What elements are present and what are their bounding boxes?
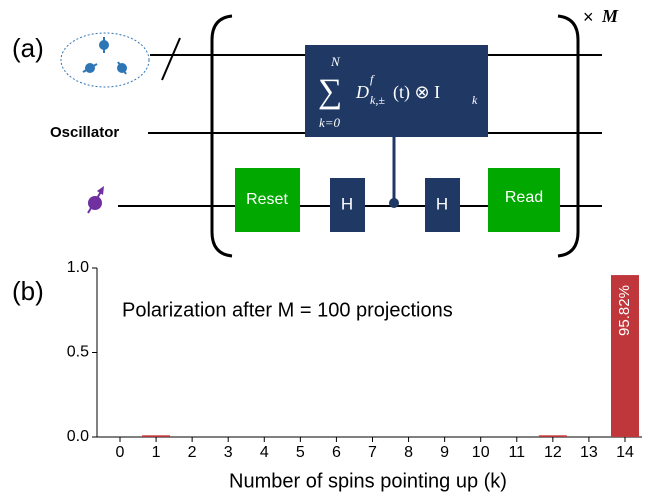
x-tick-label: 4 — [260, 444, 269, 461]
chart-title: Polarization after M = 100 projections — [122, 299, 453, 321]
x-tick-label: 12 — [544, 444, 562, 461]
formula-sub: k,± — [370, 93, 385, 107]
panel-label: (b) — [12, 276, 44, 306]
gate-label: H — [436, 194, 448, 213]
formula-lower: k=0 — [319, 115, 341, 130]
x-tick-label: 0 — [116, 444, 125, 461]
x-tick-label: 9 — [440, 444, 449, 461]
wire-label: Oscillator — [50, 124, 119, 141]
x-tick-label: 5 — [296, 444, 305, 461]
x-tick-label: 11 — [508, 444, 525, 461]
x-tick-label: 2 — [188, 444, 197, 461]
panel-label: (a) — [12, 33, 44, 63]
circuit: (a) Oscillator × M ∑ N k=0 D f k,± (t) — [12, 6, 619, 256]
figure: (a) Oscillator × M ∑ N k=0 D f k,± (t) — [0, 0, 652, 498]
x-tick-label: 8 — [404, 444, 413, 461]
formula-sum: ∑ — [318, 73, 342, 110]
bar — [539, 435, 567, 437]
x-axis-title: Number of spins pointing up (k) — [229, 470, 507, 492]
gate-label: Read — [505, 189, 543, 206]
formula-rest: (t) ⊗ I — [393, 82, 440, 103]
gate-label: Reset — [246, 191, 288, 208]
y-tick-label: 0.5 — [67, 344, 89, 361]
bracket — [558, 16, 578, 256]
y-tick-label: 0.0 — [67, 428, 89, 445]
repeat-symbol: M — [601, 6, 619, 26]
qubit-icon — [88, 186, 104, 213]
x-tick-label: 6 — [332, 444, 341, 461]
control-dot — [389, 198, 399, 208]
spins — [83, 37, 126, 74]
formula-rest-sub: k — [472, 93, 478, 107]
bar — [142, 435, 170, 437]
formula-upper: N — [330, 54, 341, 69]
y-tick-label: 1.0 — [67, 259, 89, 276]
repeat-times: × — [583, 7, 594, 27]
gate-label: H — [341, 194, 353, 213]
x-tick-label: 1 — [152, 444, 161, 461]
x-tick-label: 10 — [472, 444, 490, 461]
bar-chart: (b) Polarization after M = 100 projectio… — [12, 259, 642, 492]
value-label: 95.82% — [616, 285, 633, 336]
x-tick-label: 13 — [580, 444, 598, 461]
bus-slash — [162, 38, 180, 80]
formula-operator: D — [355, 82, 369, 102]
bracket — [212, 16, 232, 256]
x-tick-label: 3 — [224, 444, 233, 461]
x-tick-label: 14 — [616, 444, 634, 461]
x-tick-label: 7 — [368, 444, 377, 461]
